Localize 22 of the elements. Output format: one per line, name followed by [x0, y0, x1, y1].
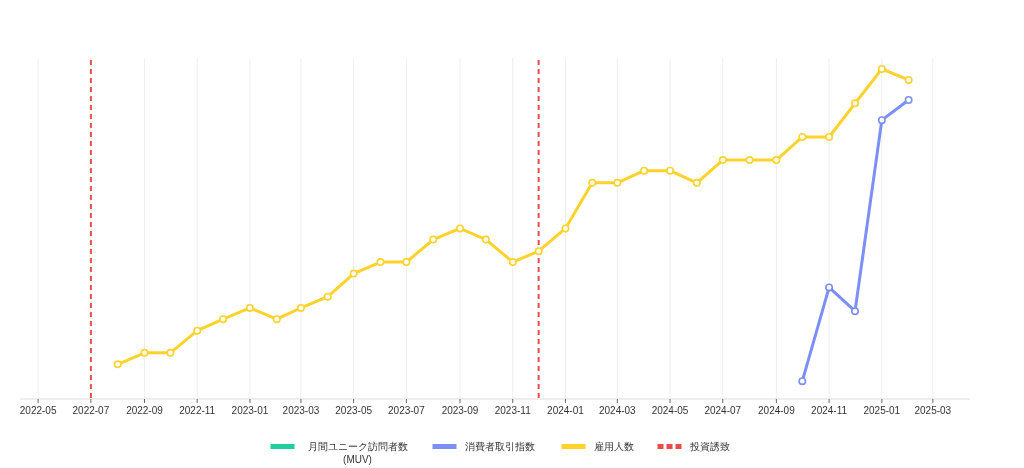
x-tick-label: 2024-05: [651, 405, 689, 416]
x-tick-label: 2022-11: [179, 405, 216, 416]
legend-label: 月間ユニーク訪問者数 (MUV): [307, 441, 408, 465]
legend-label: 投資誘致: [688, 441, 730, 452]
x-tick-label: 2023-07: [388, 405, 426, 416]
x-tick-label: 2024-03: [598, 405, 637, 416]
x-tick-label: 2024-09: [758, 405, 796, 416]
x-tick-label: 2025-01: [863, 405, 901, 416]
x-tick-label: 2022-05: [19, 405, 57, 416]
x-tick-label: 2023-09: [441, 405, 479, 416]
x-tick-label: 2023-11: [494, 405, 532, 416]
x-tick-label: 2024-01: [547, 405, 585, 416]
x-tick-label: 2023-05: [335, 405, 373, 416]
legend-label: 雇用人数: [593, 441, 634, 452]
x-tick-label: 2023-03: [282, 405, 320, 416]
x-tick-label: 2022-07: [72, 405, 110, 416]
legend-label: 消費者取引指数: [464, 441, 535, 452]
x-tick-label: 2022-09: [126, 405, 164, 416]
x-tick-label: 2024-07: [704, 405, 742, 416]
x-tick-label: 2024-11: [811, 405, 848, 416]
x-tick-label: 2023-01: [231, 405, 269, 416]
x-tick-label: 2025-03: [914, 405, 952, 416]
